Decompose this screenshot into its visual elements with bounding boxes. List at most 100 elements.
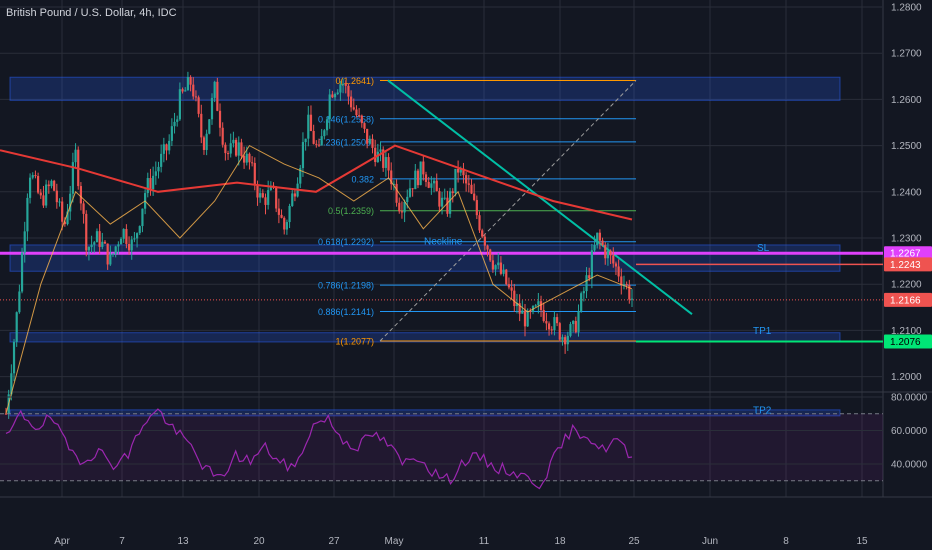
candle-body [333,94,337,98]
candle-body [598,232,601,241]
candle-body [39,192,42,196]
candle-body [106,243,109,265]
candle-body [384,157,387,168]
candle-body [443,197,446,199]
candle-body [245,153,248,163]
candle-body [208,119,211,134]
candle-body [288,205,291,223]
fib-level-label: 0.886(1.2141) [318,307,374,317]
candle-body [194,96,198,98]
candle-body [588,275,591,279]
candle-body [42,195,45,206]
candle-body [617,266,620,277]
candle-body [93,242,96,245]
candle-body [564,337,567,345]
candle-body [197,97,200,114]
candle-body [422,161,425,175]
x-tick-label: 11 [479,536,490,547]
candle-body [403,202,406,213]
candle-body [569,324,572,336]
fib-level-label: 0.5(1.2359) [328,206,374,216]
candle-body [269,185,272,191]
candle-body [358,115,361,117]
candle-body [622,284,626,286]
fib-level-label: 0(1.2641) [335,76,374,86]
candle-body [387,157,390,171]
candle-body [614,263,618,267]
candle-body [202,137,206,150]
rsi-band [0,413,883,481]
candle-body [259,193,262,198]
candle-body [411,188,414,190]
candle-body [173,121,176,127]
candle-body [395,183,398,203]
tp2-label: TP2 [753,406,772,417]
y-tick-label: 1.2400 [891,187,922,198]
candle-body [111,253,115,255]
candle-body [165,144,168,151]
candle-body [457,168,460,173]
x-tick-label: Apr [54,536,70,547]
candle-body [350,96,353,108]
candle-body [53,180,56,191]
candle-body [317,144,321,146]
fib-level-label: 0.146(1.2558) [318,114,374,124]
candle-body [414,170,417,190]
candle-body [625,284,628,286]
candle-body [355,109,358,116]
candle-body [470,184,473,194]
candle-body [491,260,494,270]
candle-body [462,168,465,176]
supply-demand-zone [9,244,841,272]
candle-body [454,168,457,194]
x-tick-label: 20 [253,536,265,547]
candle-body [561,337,564,340]
rsi-tick-label: 40.0000 [891,460,928,471]
candle-body [285,222,288,230]
candle-body [160,153,163,167]
candle-body [45,184,48,206]
candle-body [606,250,610,259]
candle-body [382,149,385,168]
candle-body [537,301,540,306]
supply-demand-zone [9,332,841,343]
candle-body [593,244,596,251]
candle-body [277,208,280,215]
candle-body [323,130,326,137]
candle-body [432,180,436,184]
candle-body [424,174,428,182]
candle-body [237,142,240,156]
candle-body [534,305,537,307]
candle-body [309,114,313,131]
candle-body [499,262,503,274]
candle-body [256,184,259,198]
price-axis-badge-label: 1.2243 [890,260,921,271]
chart-title: British Pound / U.S. Dollar, 4h, IDC [6,7,177,19]
candle-body [438,191,441,207]
candle-body [473,193,476,201]
candle-body [545,321,548,324]
y-tick-label: 1.2800 [891,3,922,14]
candle-body [539,301,543,311]
candle-body [69,193,72,212]
candle-body [574,320,577,333]
candle-body [168,140,171,151]
fib-level-label: 0.236(1.2508) [318,137,374,147]
candle-body [138,226,141,234]
candle-body [58,201,61,203]
candle-body [63,221,66,225]
y-tick-label: 1.2700 [891,49,922,60]
candle-body [585,275,588,292]
candle-body [125,229,128,244]
candle-body [283,217,286,230]
sl-label: SL [757,243,770,254]
candle-body [50,180,53,187]
candle-body [446,197,449,214]
candle-body [374,147,377,163]
candle-body [331,94,334,98]
price-axis-badge [884,334,932,349]
candle-body [253,163,256,185]
candle-body [312,130,315,144]
candle-body [483,236,486,246]
